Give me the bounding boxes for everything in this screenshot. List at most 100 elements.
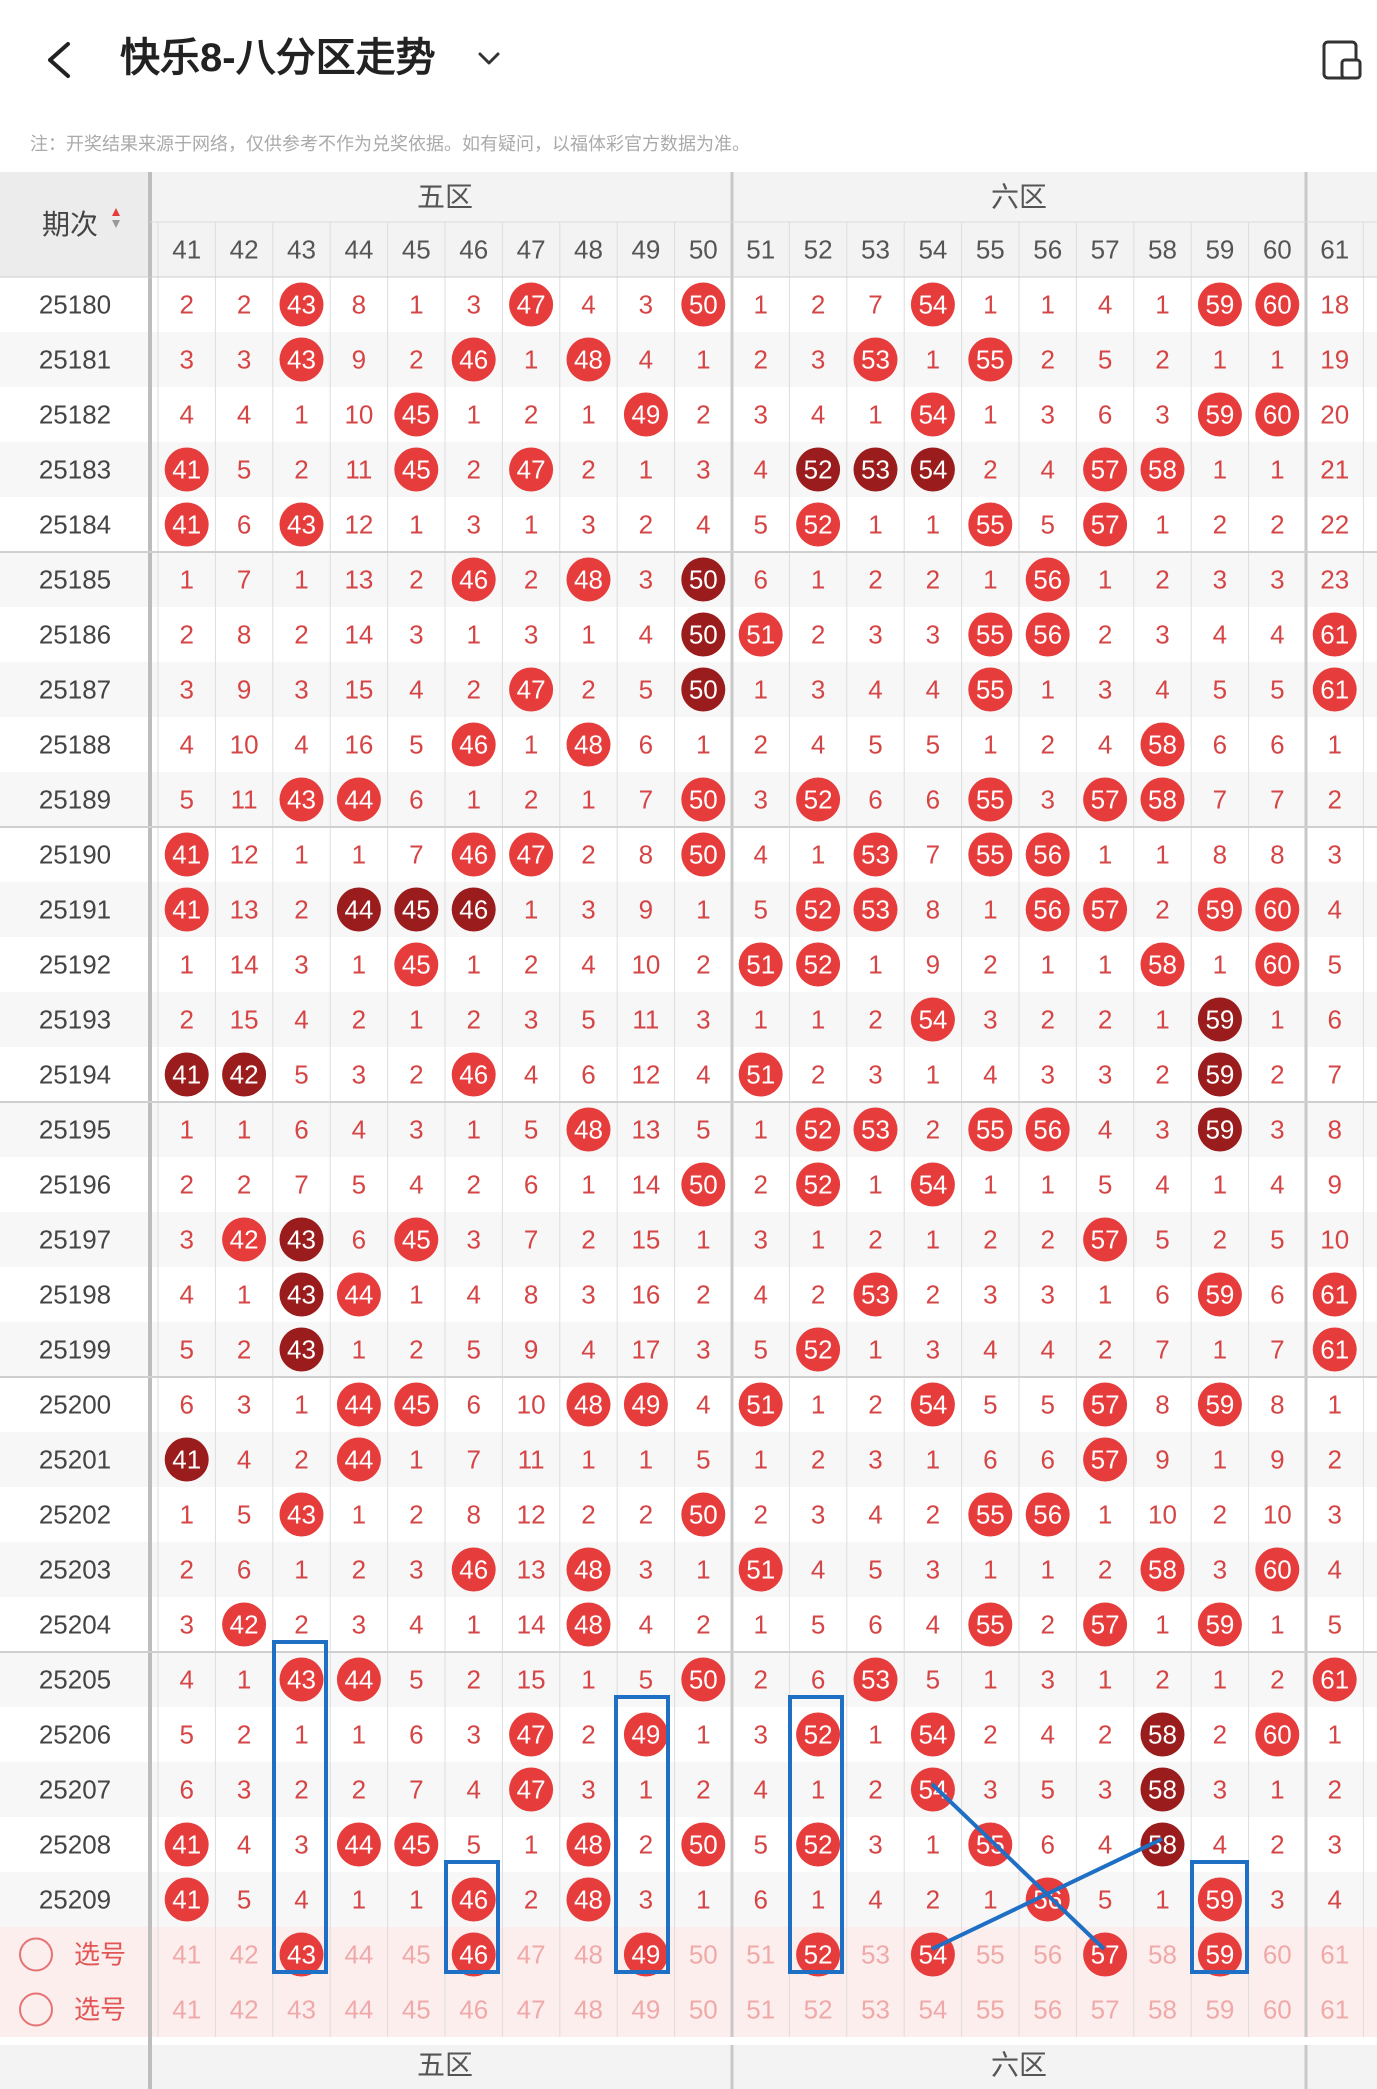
layout-toggle-button[interactable] <box>1320 38 1364 82</box>
miss-count: 1 <box>179 565 193 595</box>
select-number[interactable]: 53 <box>861 1995 890 2025</box>
hit-number: 54 <box>918 1170 947 1200</box>
select-number[interactable]: 51 <box>746 1995 775 2025</box>
miss-count: 7 <box>1327 1060 1341 1090</box>
select-number[interactable]: 56 <box>1033 1940 1062 1970</box>
select-number[interactable]: 58 <box>1148 1940 1177 1970</box>
back-button[interactable] <box>40 30 80 90</box>
miss-count: 3 <box>1270 1115 1284 1145</box>
hit-number: 46 <box>459 730 488 760</box>
page-title[interactable]: 快乐8-八分区走势 <box>120 36 436 80</box>
miss-count: 5 <box>753 895 767 925</box>
select-number[interactable]: 51 <box>746 1940 775 1970</box>
hit-ball <box>566 1107 611 1152</box>
radio-circle-icon[interactable] <box>19 1992 53 2027</box>
miss-count: 15 <box>631 1225 660 1255</box>
miss-count: 1 <box>1213 345 1227 375</box>
select-number[interactable]: 48 <box>574 1995 603 2025</box>
select-number[interactable]: 52 <box>804 1995 833 2025</box>
miss-count: 1 <box>926 1225 940 1255</box>
table-row <box>0 1432 1377 1487</box>
hit-number: 59 <box>1205 1610 1234 1640</box>
select-number[interactable]: 42 <box>230 1995 259 2025</box>
hit-number: 45 <box>402 1830 431 1860</box>
hit-number: 50 <box>689 565 718 595</box>
miss-count: 4 <box>811 730 825 760</box>
period-cell: 25189 <box>39 785 111 815</box>
miss-count: 2 <box>696 950 710 980</box>
select-row[interactable] <box>0 1982 1377 2037</box>
hit-ball <box>910 1162 955 1207</box>
select-number[interactable]: 47 <box>517 1940 546 1970</box>
select-number[interactable]: 41 <box>172 1995 201 2025</box>
select-number[interactable]: 55 <box>976 1995 1005 2025</box>
hit-number: 47 <box>517 455 546 485</box>
select-number[interactable]: 56 <box>1033 1995 1062 2025</box>
select-number[interactable]: 61 <box>1320 1995 1349 2025</box>
select-number[interactable]: 45 <box>402 1995 431 2025</box>
number-header: 45 <box>402 235 431 265</box>
hit-ball <box>1083 887 1128 932</box>
miss-count: 1 <box>983 565 997 595</box>
select-number[interactable]: 49 <box>631 1995 660 2025</box>
number-header: 59 <box>1205 235 1234 265</box>
select-number[interactable]: 42 <box>230 1940 259 1970</box>
hit-ball <box>853 1107 898 1152</box>
miss-count: 4 <box>237 1830 251 1860</box>
radio-circle-icon[interactable] <box>19 1937 53 1972</box>
miss-count: 2 <box>294 620 308 650</box>
select-number[interactable]: 57 <box>1091 1995 1120 2025</box>
select-number[interactable]: 43 <box>287 1995 316 2025</box>
hit-number: 43 <box>287 1335 316 1365</box>
select-number[interactable]: 50 <box>689 1995 718 2025</box>
miss-count: 3 <box>294 675 308 705</box>
selected-number: 57 <box>1091 1940 1120 1970</box>
select-number[interactable]: 46 <box>459 1995 488 2025</box>
hit-number: 42 <box>230 1610 259 1640</box>
sort-up-down-icon[interactable] <box>112 208 120 228</box>
hit-ball <box>451 1052 496 1097</box>
number-header: 50 <box>689 235 718 265</box>
miss-count: 3 <box>639 290 653 320</box>
select-number[interactable]: 50 <box>689 1940 718 1970</box>
hit-number: 57 <box>1091 895 1120 925</box>
select-number[interactable]: 55 <box>976 1940 1005 1970</box>
hit-ball <box>1312 667 1357 712</box>
miss-count: 6 <box>294 1115 308 1145</box>
miss-count: 2 <box>1040 730 1054 760</box>
select-number[interactable]: 48 <box>574 1940 603 1970</box>
chevron-down-icon <box>478 52 500 65</box>
hit-ball <box>336 1657 381 1702</box>
miss-count: 1 <box>811 1885 825 1915</box>
miss-count: 1 <box>1270 1775 1284 1805</box>
miss-count: 7 <box>926 840 940 870</box>
select-number[interactable]: 53 <box>861 1940 890 1970</box>
miss-count: 14 <box>517 1610 546 1640</box>
hit-number: 54 <box>918 400 947 430</box>
hit-number: 59 <box>1205 1885 1234 1915</box>
hit-ball <box>968 1492 1013 1537</box>
miss-count: 2 <box>926 565 940 595</box>
title-dropdown-button[interactable] <box>474 38 504 78</box>
select-number[interactable]: 54 <box>918 1995 947 2025</box>
select-number[interactable]: 45 <box>402 1940 431 1970</box>
miss-count: 3 <box>1327 1830 1341 1860</box>
miss-count: 2 <box>1155 895 1169 925</box>
hit-ball <box>853 337 898 382</box>
miss-count: 2 <box>1155 1060 1169 1090</box>
hit-number: 59 <box>1205 1280 1234 1310</box>
miss-count: 3 <box>753 1225 767 1255</box>
select-number[interactable]: 60 <box>1263 1940 1292 1970</box>
miss-count: 8 <box>466 1500 480 1530</box>
select-number[interactable]: 59 <box>1205 1995 1234 2025</box>
select-number[interactable]: 61 <box>1320 1940 1349 1970</box>
select-number[interactable]: 60 <box>1263 1995 1292 2025</box>
select-number[interactable]: 58 <box>1148 1995 1177 2025</box>
miss-count: 4 <box>1098 1830 1112 1860</box>
select-number[interactable]: 44 <box>344 1995 373 2025</box>
hit-number: 60 <box>1263 1720 1292 1750</box>
select-number[interactable]: 41 <box>172 1940 201 1970</box>
select-number[interactable]: 44 <box>344 1940 373 1970</box>
zone-header: 五区 <box>417 182 473 213</box>
select-number[interactable]: 47 <box>517 1995 546 2025</box>
